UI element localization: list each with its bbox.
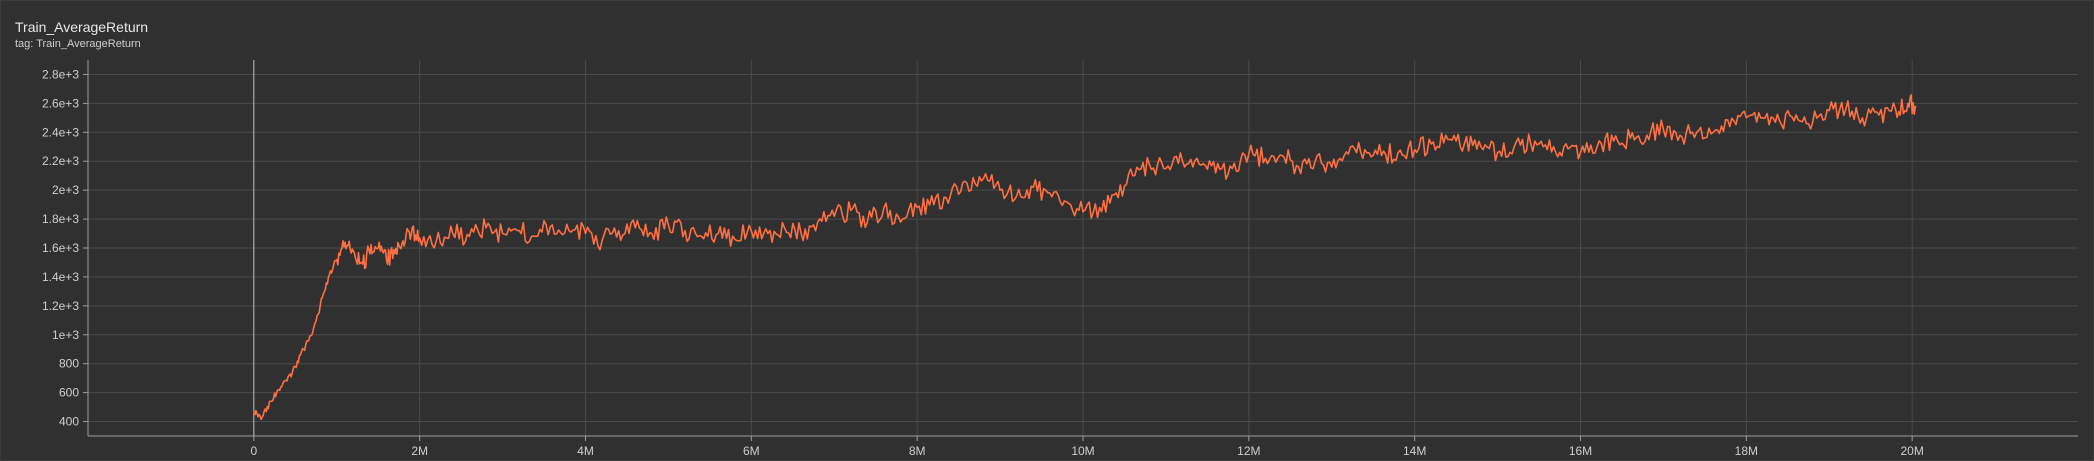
series-line (253, 94, 1917, 421)
x-tick-label: 8M (909, 444, 926, 458)
x-tick-label: 10M (1071, 444, 1094, 458)
x-tick-label: 6M (743, 444, 760, 458)
y-tick-label: 2.4e+3 (42, 125, 79, 139)
y-tick-label: 1.8e+3 (42, 212, 79, 226)
x-tick-label: 14M (1403, 444, 1426, 458)
x-tick-label: 18M (1735, 444, 1758, 458)
chart-tag: tag: Train_AverageReturn (15, 38, 141, 50)
y-tick-label: 600 (59, 386, 79, 400)
y-tick-label: 800 (59, 357, 79, 371)
y-tick-label: 2.6e+3 (42, 96, 79, 110)
y-tick-label: 1.2e+3 (42, 299, 79, 313)
y-tick-label: 1.6e+3 (42, 241, 79, 255)
y-tick-label: 2.2e+3 (42, 154, 79, 168)
chart-title: Train_AverageReturn (15, 19, 149, 35)
x-tick-label: 0 (250, 444, 257, 458)
y-tick-label: 2e+3 (52, 183, 79, 197)
x-tick-label: 4M (577, 444, 594, 458)
x-tick-label: 16M (1569, 444, 1592, 458)
y-tick-label: 1.4e+3 (42, 270, 79, 284)
x-tick-label: 12M (1237, 444, 1260, 458)
y-tick-label: 400 (59, 415, 79, 429)
y-tick-label: 1e+3 (52, 328, 79, 342)
x-tick-label: 2M (411, 444, 428, 458)
x-tick-label: 20M (1900, 444, 1923, 458)
y-tick-label: 2.8e+3 (42, 67, 79, 81)
